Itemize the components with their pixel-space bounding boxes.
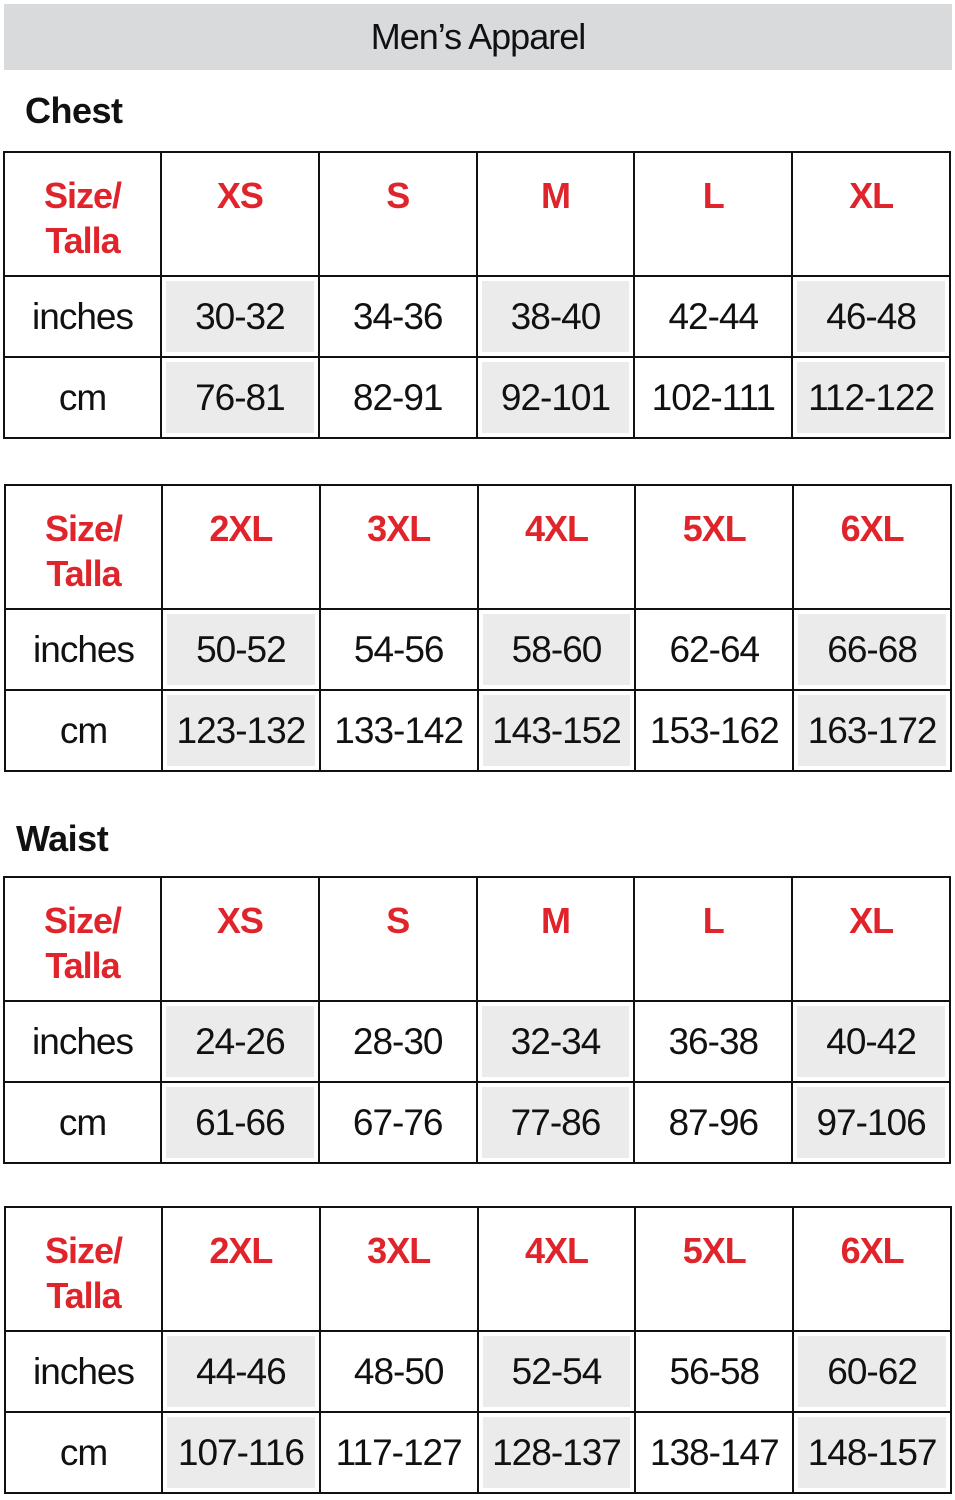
measurement-cell: 153-162: [634, 689, 795, 772]
measurement-cell: 56-58: [634, 1330, 795, 1413]
measurement-cell: 48-50: [318, 1330, 479, 1413]
table-row-cm: cm 76-81 82-91 92-101 102-111 112-122: [3, 356, 951, 439]
measurement-cell: 117-127: [318, 1411, 479, 1494]
size-label-cell: Size/Talla: [4, 484, 163, 610]
size-header-l: L: [633, 876, 794, 1002]
measurement-cell: 138-147: [634, 1411, 795, 1494]
unit-label: inches: [4, 608, 163, 691]
unit-label: cm: [3, 356, 162, 439]
measurement-cell: 28-30: [317, 1000, 478, 1083]
size-table-chest-2: Size/Talla 2XL 3XL 4XL 5XL 6XL inches 50-52 54-5…: [4, 484, 952, 772]
table-row-inches: inches 24-26 28-30 32-34 36-38 40-42: [3, 1000, 951, 1083]
measurement-cell: 54-56: [318, 608, 479, 691]
table-row-cm: cm 123-132 133-142 143-152 153-162 163-172: [4, 689, 952, 772]
page-title: Men’s Apparel: [370, 16, 586, 57]
measurement-cell: 76-81: [160, 356, 320, 439]
size-header-m: M: [475, 151, 636, 277]
measurement-cell: 148-157: [792, 1411, 952, 1494]
size-header-6xl: 6XL: [792, 1206, 952, 1332]
measurement-cell: 82-91: [317, 356, 478, 439]
measurement-cell: 107-116: [161, 1411, 321, 1494]
size-header-2xl: 2XL: [161, 1206, 321, 1332]
measurement-cell: 40-42: [791, 1000, 951, 1083]
measurement-cell: 143-152: [476, 689, 637, 772]
measurement-cell: 50-52: [161, 608, 321, 691]
measurement-cell: 30-32: [160, 275, 320, 358]
size-label-cell: Size/Talla: [3, 151, 162, 277]
measurement-cell: 102-111: [633, 356, 794, 439]
measurement-cell: 77-86: [475, 1081, 636, 1164]
measurement-cell: 42-44: [633, 275, 794, 358]
section-title-waist: Waist: [16, 818, 109, 859]
size-header-2xl: 2XL: [161, 484, 321, 610]
measurement-cell: 58-60: [476, 608, 637, 691]
unit-label: inches: [4, 1330, 163, 1413]
size-label-cell: Size/Talla: [4, 1206, 163, 1332]
measurement-cell: 66-68: [792, 608, 952, 691]
table-row-inches: inches 44-46 48-50 52-54 56-58 60-62: [4, 1330, 952, 1413]
measurement-cell: 52-54: [476, 1330, 637, 1413]
measurement-cell: 60-62: [792, 1330, 952, 1413]
measurement-cell: 46-48: [791, 275, 951, 358]
size-label-cell: Size/Talla: [3, 876, 162, 1002]
size-table-waist-1: Size/Talla XS S M L XL inches 24-26 28-30 32-34 36…: [3, 876, 951, 1164]
size-header-m: M: [475, 876, 636, 1002]
size-header-xs: XS: [160, 151, 320, 277]
table-row-inches: inches 50-52 54-56 58-60 62-64 66-68: [4, 608, 952, 691]
size-header-s: S: [317, 876, 478, 1002]
header-row: Size/Talla XS S M L XL: [3, 151, 951, 277]
header-row: Size/Talla 2XL 3XL 4XL 5XL 6XL: [4, 1206, 952, 1332]
measurement-cell: 123-132: [161, 689, 321, 772]
header-row: Size/Talla XS S M L XL: [3, 876, 951, 1002]
size-header-l: L: [633, 151, 794, 277]
size-table-waist-2: Size/Talla 2XL 3XL 4XL 5XL 6XL inches 44-46 48-5…: [4, 1206, 952, 1494]
size-header-4xl: 4XL: [476, 1206, 637, 1332]
size-header-3xl: 3XL: [318, 1206, 479, 1332]
measurement-cell: 38-40: [475, 275, 636, 358]
size-header-3xl: 3XL: [318, 484, 479, 610]
measurement-cell: 44-46: [161, 1330, 321, 1413]
size-header-xs: XS: [160, 876, 320, 1002]
unit-label: inches: [3, 1000, 162, 1083]
size-header-5xl: 5XL: [634, 1206, 795, 1332]
measurement-cell: 128-137: [476, 1411, 637, 1494]
unit-label: cm: [4, 689, 163, 772]
measurement-cell: 133-142: [318, 689, 479, 772]
table-row-cm: cm 61-66 67-76 77-86 87-96 97-106: [3, 1081, 951, 1164]
measurement-cell: 97-106: [791, 1081, 951, 1164]
measurement-cell: 163-172: [792, 689, 952, 772]
measurement-cell: 61-66: [160, 1081, 320, 1164]
measurement-cell: 112-122: [791, 356, 951, 439]
unit-label: cm: [4, 1411, 163, 1494]
size-header-5xl: 5XL: [634, 484, 795, 610]
section-title-chest: Chest: [25, 90, 123, 131]
title-banner: Men’s Apparel: [4, 4, 952, 70]
header-row: Size/Talla 2XL 3XL 4XL 5XL 6XL: [4, 484, 952, 610]
size-table-chest-1: Size/Talla XS S M L XL inches 30-32 34-36 38-40 42…: [3, 151, 951, 439]
measurement-cell: 36-38: [633, 1000, 794, 1083]
table-row-cm: cm 107-116 117-127 128-137 138-147 148-157: [4, 1411, 952, 1494]
unit-label: inches: [3, 275, 162, 358]
size-header-4xl: 4XL: [476, 484, 637, 610]
measurement-cell: 32-34: [475, 1000, 636, 1083]
unit-label: cm: [3, 1081, 162, 1164]
size-header-s: S: [317, 151, 478, 277]
measurement-cell: 24-26: [160, 1000, 320, 1083]
measurement-cell: 67-76: [317, 1081, 478, 1164]
measurement-cell: 34-36: [317, 275, 478, 358]
measurement-cell: 87-96: [633, 1081, 794, 1164]
size-header-xl: XL: [791, 151, 951, 277]
size-header-xl: XL: [791, 876, 951, 1002]
table-row-inches: inches 30-32 34-36 38-40 42-44 46-48: [3, 275, 951, 358]
size-header-6xl: 6XL: [792, 484, 952, 610]
measurement-cell: 62-64: [634, 608, 795, 691]
measurement-cell: 92-101: [475, 356, 636, 439]
